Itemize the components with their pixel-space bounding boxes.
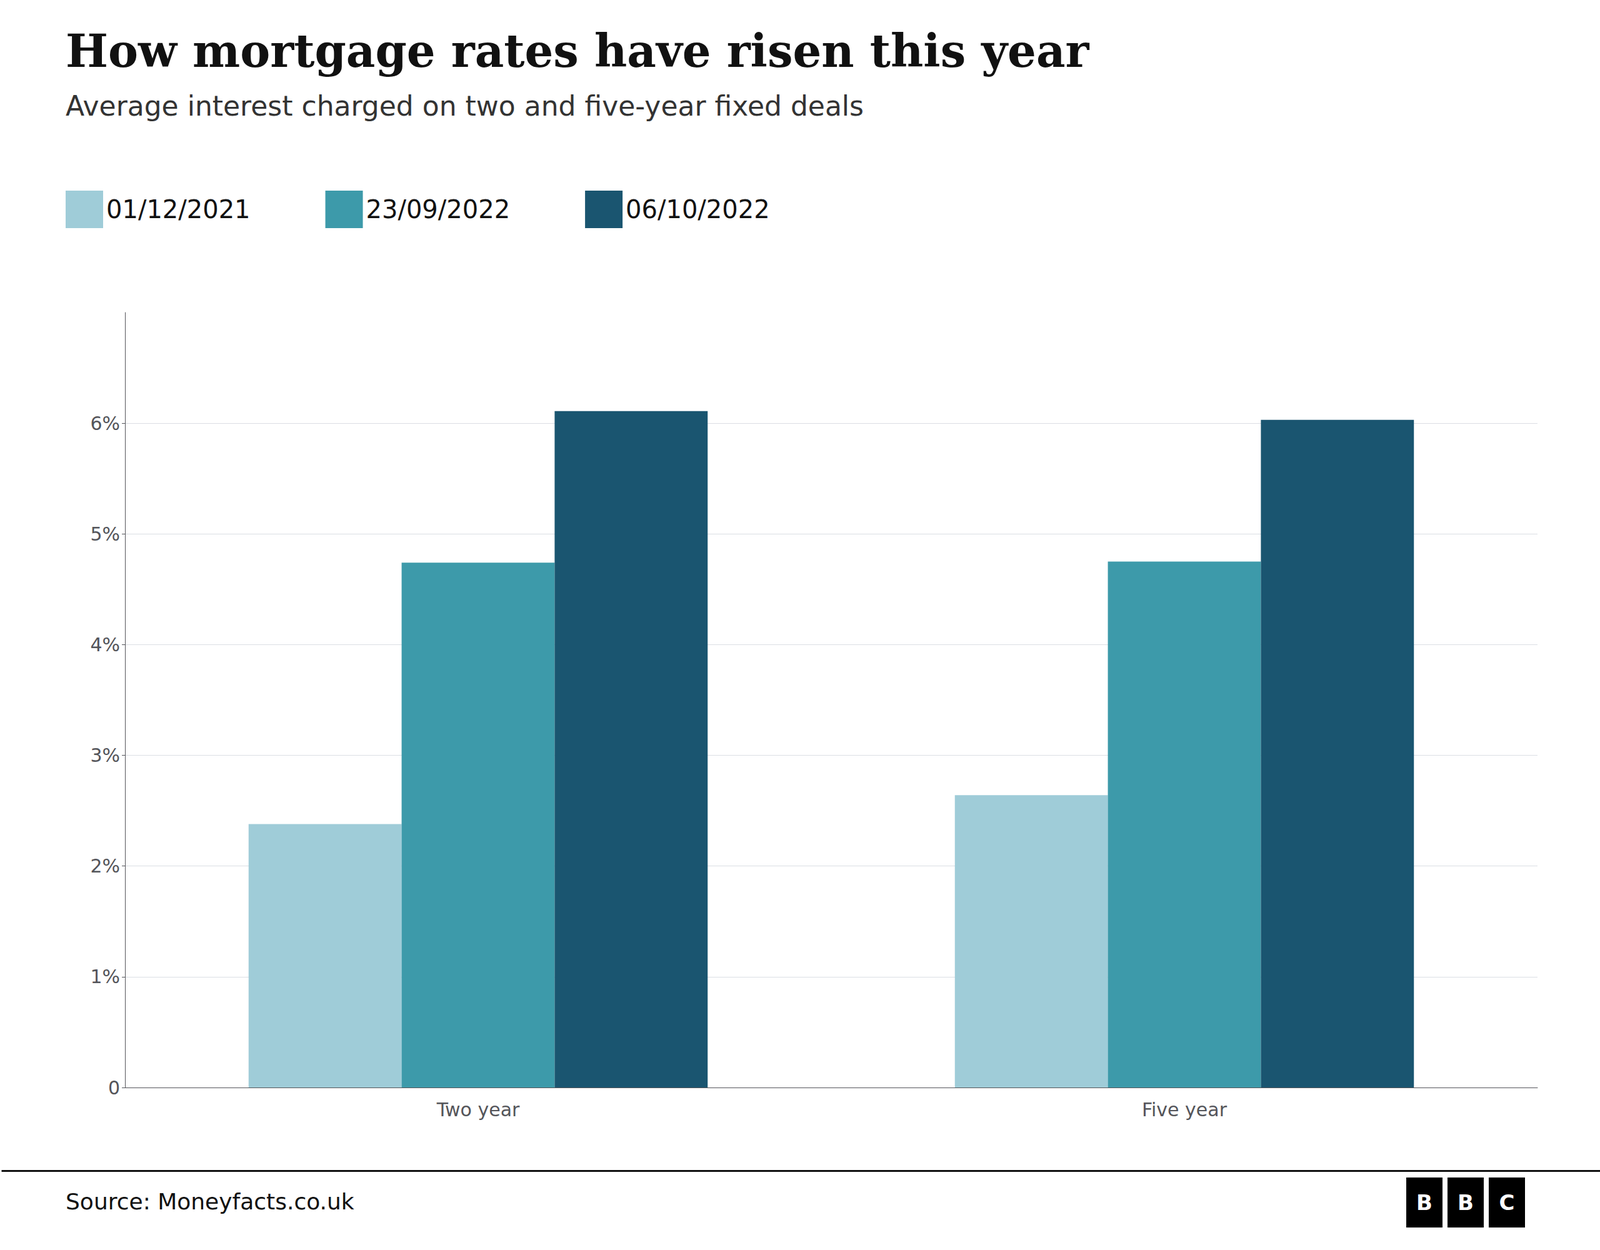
svg-text:06/10/2022: 06/10/2022 [625,195,770,224]
svg-text:4%: 4% [90,633,120,656]
svg-text:Source: Moneyfacts.co.uk: Source: Moneyfacts.co.uk [65,1188,355,1215]
svg-text:Two year: Two year [436,1098,520,1121]
svg-text:C: C [1499,1190,1515,1215]
svg-text:Average interest charged on tw: Average interest charged on two and five… [65,90,864,122]
svg-text:6%: 6% [90,412,120,435]
svg-text:01/12/2021: 01/12/2021 [106,195,251,224]
svg-text:B: B [1457,1190,1474,1215]
svg-text:B: B [1416,1190,1433,1215]
svg-text:5%: 5% [90,523,120,545]
svg-text:2%: 2% [90,855,120,877]
svg-text:23/09/2022: 23/09/2022 [366,195,511,224]
svg-text:1%: 1% [90,965,120,988]
svg-text:Five year: Five year [1141,1098,1228,1121]
svg-text:0: 0 [108,1076,120,1099]
svg-text:3%: 3% [90,744,120,767]
svg-text:How mortgage rates have risen: How mortgage rates have risen this year [65,24,1090,78]
